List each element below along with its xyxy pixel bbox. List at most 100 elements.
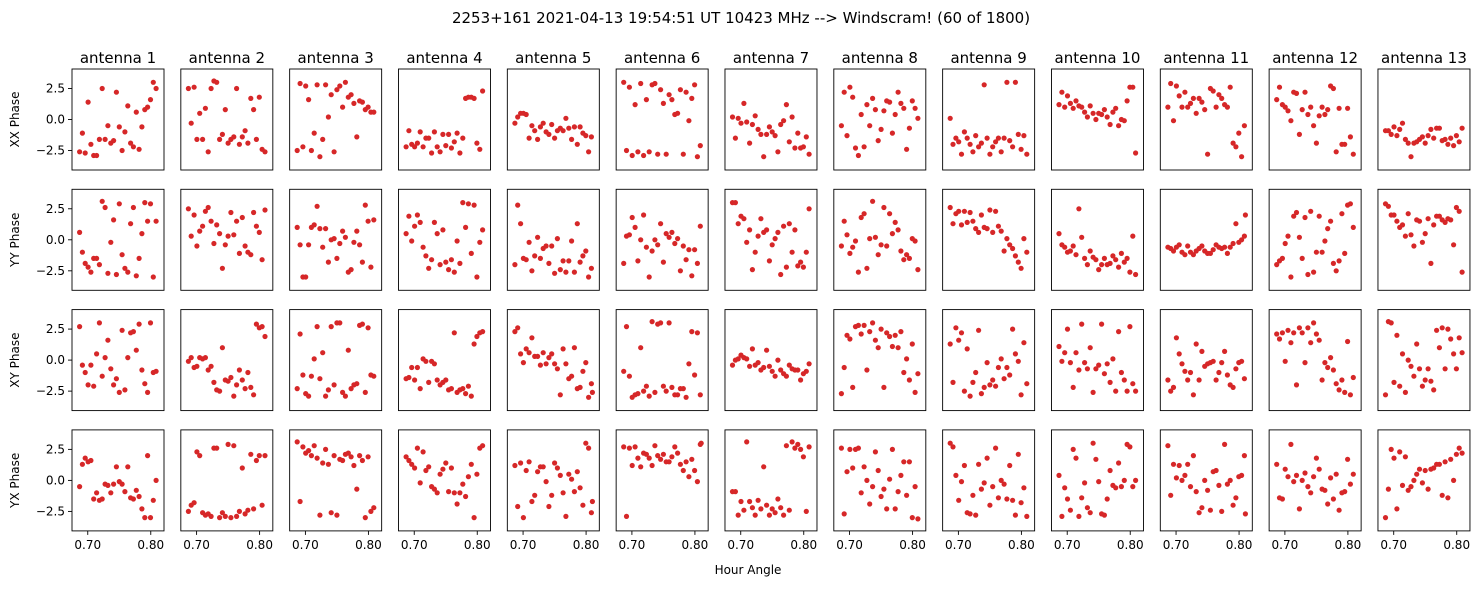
data-point	[778, 367, 784, 373]
data-point	[1216, 482, 1222, 488]
data-point	[96, 262, 102, 268]
data-point	[208, 85, 214, 92]
data-point	[904, 356, 910, 362]
data-point	[761, 364, 767, 371]
data-point	[892, 506, 898, 512]
data-point	[1451, 242, 1457, 248]
data-point	[532, 492, 538, 498]
data-point	[1133, 150, 1139, 156]
data-point	[1325, 364, 1331, 371]
data-point	[133, 347, 139, 353]
data-point	[139, 506, 145, 512]
data-point	[1056, 472, 1062, 478]
data-point	[847, 336, 853, 342]
data-point	[552, 270, 558, 276]
data-point	[1193, 341, 1199, 347]
data-point	[1230, 240, 1236, 247]
data-point	[861, 211, 867, 217]
panel-frame	[1377, 429, 1471, 532]
data-point	[465, 474, 471, 480]
data-point	[446, 267, 452, 273]
data-point	[786, 362, 792, 368]
data-point	[677, 268, 684, 274]
data-point	[1422, 231, 1428, 237]
data-point	[906, 459, 913, 465]
data-point	[778, 271, 784, 278]
data-point	[1350, 224, 1356, 230]
data-point	[1010, 326, 1016, 332]
panel-3-5: 0.70 0.80	[615, 429, 709, 552]
data-point	[1274, 97, 1280, 103]
data-point	[334, 255, 340, 261]
data-point	[1015, 259, 1021, 265]
data-point	[652, 443, 658, 449]
data-point	[850, 384, 856, 390]
data-point	[1425, 216, 1431, 222]
data-point	[1459, 350, 1465, 356]
data-point	[847, 446, 853, 452]
data-point	[950, 379, 956, 385]
y-tick-label: −2.5	[36, 144, 65, 158]
panel-3-10: 0.70 0.80	[1159, 429, 1253, 552]
data-point	[1296, 506, 1302, 512]
data-point	[1193, 489, 1199, 495]
data-point	[414, 212, 420, 218]
panel-frame	[398, 188, 491, 291]
data-point	[1399, 222, 1406, 228]
data-point	[354, 486, 360, 492]
data-point	[769, 506, 775, 512]
data-point	[655, 242, 661, 248]
data-point	[621, 260, 627, 266]
panel-0-8: antenna 9	[942, 49, 1036, 171]
panel-frame	[506, 429, 600, 532]
data-point	[1176, 462, 1182, 469]
data-point	[145, 218, 151, 224]
data-point	[194, 136, 200, 142]
data-point	[1402, 136, 1408, 142]
panel-2-6	[724, 309, 818, 412]
data-point	[915, 371, 921, 377]
data-point	[956, 208, 962, 214]
data-point	[515, 503, 521, 510]
data-point	[686, 247, 692, 253]
data-point	[515, 114, 521, 120]
data-point	[1133, 477, 1139, 483]
data-point	[956, 139, 962, 145]
data-point	[1347, 201, 1353, 207]
x-tick-label: 0.70	[1163, 538, 1190, 552]
data-point	[915, 115, 921, 121]
data-point	[208, 218, 214, 224]
data-point	[1124, 98, 1130, 104]
data-point	[1121, 259, 1127, 265]
data-point	[354, 134, 360, 140]
data-point	[1190, 453, 1196, 459]
data-point	[1453, 451, 1459, 457]
column-title: antenna 7	[733, 49, 809, 67]
data-point	[417, 219, 423, 225]
data-point	[1213, 467, 1219, 474]
data-point	[1239, 472, 1245, 478]
data-point	[116, 201, 122, 207]
data-point	[1233, 221, 1239, 227]
data-point	[1133, 388, 1139, 394]
data-point	[403, 454, 409, 460]
data-point	[566, 258, 572, 264]
data-point	[1059, 89, 1065, 95]
data-point	[1350, 374, 1356, 381]
data-point	[1436, 345, 1442, 351]
data-point	[1345, 105, 1351, 111]
data-point	[1339, 211, 1345, 217]
data-point	[1276, 84, 1283, 90]
panel-frame	[833, 68, 927, 171]
data-point	[580, 368, 586, 374]
data-point	[512, 262, 518, 268]
data-point	[1305, 325, 1311, 331]
data-point	[1113, 388, 1119, 394]
data-point	[621, 368, 627, 374]
data-point	[772, 236, 778, 242]
data-point	[741, 216, 747, 222]
data-point	[789, 439, 795, 445]
data-point	[1394, 133, 1400, 139]
data-point	[586, 274, 592, 280]
data-point	[1099, 262, 1105, 268]
